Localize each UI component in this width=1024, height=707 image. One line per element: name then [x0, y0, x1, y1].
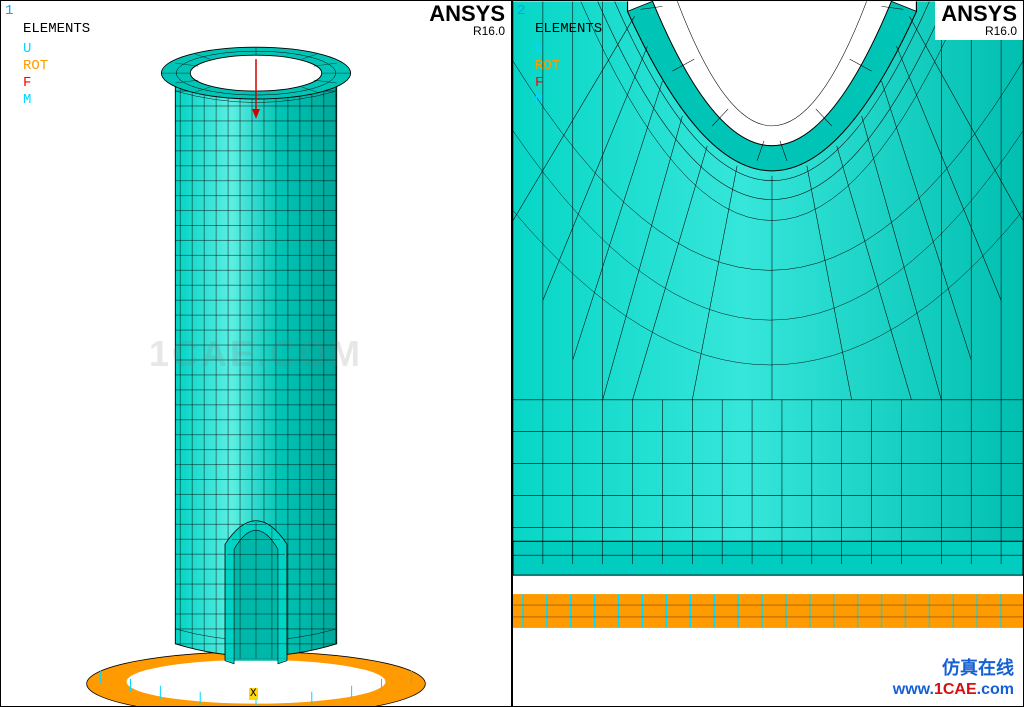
viewport-1[interactable]: 1 ELEMENTS U ROT F M ANSYS R16.0 1CAE.CO…: [0, 0, 512, 707]
bc-rot: ROT: [23, 58, 48, 75]
viewport-index: 1: [5, 3, 13, 19]
boundary-condition-legend: U ROT F M: [535, 41, 560, 109]
boundary-condition-legend: U ROT F M: [23, 41, 48, 109]
bc-m: M: [23, 92, 48, 109]
plot-type-label: ELEMENTS: [535, 21, 602, 37]
bc-u: U: [535, 41, 560, 58]
viewport-index: 2: [517, 3, 525, 19]
bc-f: F: [535, 75, 560, 92]
bc-m: M: [535, 92, 560, 109]
viewport-2[interactable]: 2 ELEMENTS U ROT F M ANSYS R16.0: [512, 0, 1024, 707]
software-logo: ANSYS R16.0: [935, 1, 1023, 40]
plot-type-label: ELEMENTS: [23, 21, 90, 37]
coordinate-triad: X: [249, 688, 258, 700]
fe-model-closeup[interactable]: [513, 1, 1023, 706]
bc-u: U: [23, 41, 48, 58]
bc-rot: ROT: [535, 58, 560, 75]
fe-model-cylinder[interactable]: [1, 1, 511, 706]
bc-f: F: [23, 75, 48, 92]
software-logo: ANSYS R16.0: [423, 1, 511, 40]
